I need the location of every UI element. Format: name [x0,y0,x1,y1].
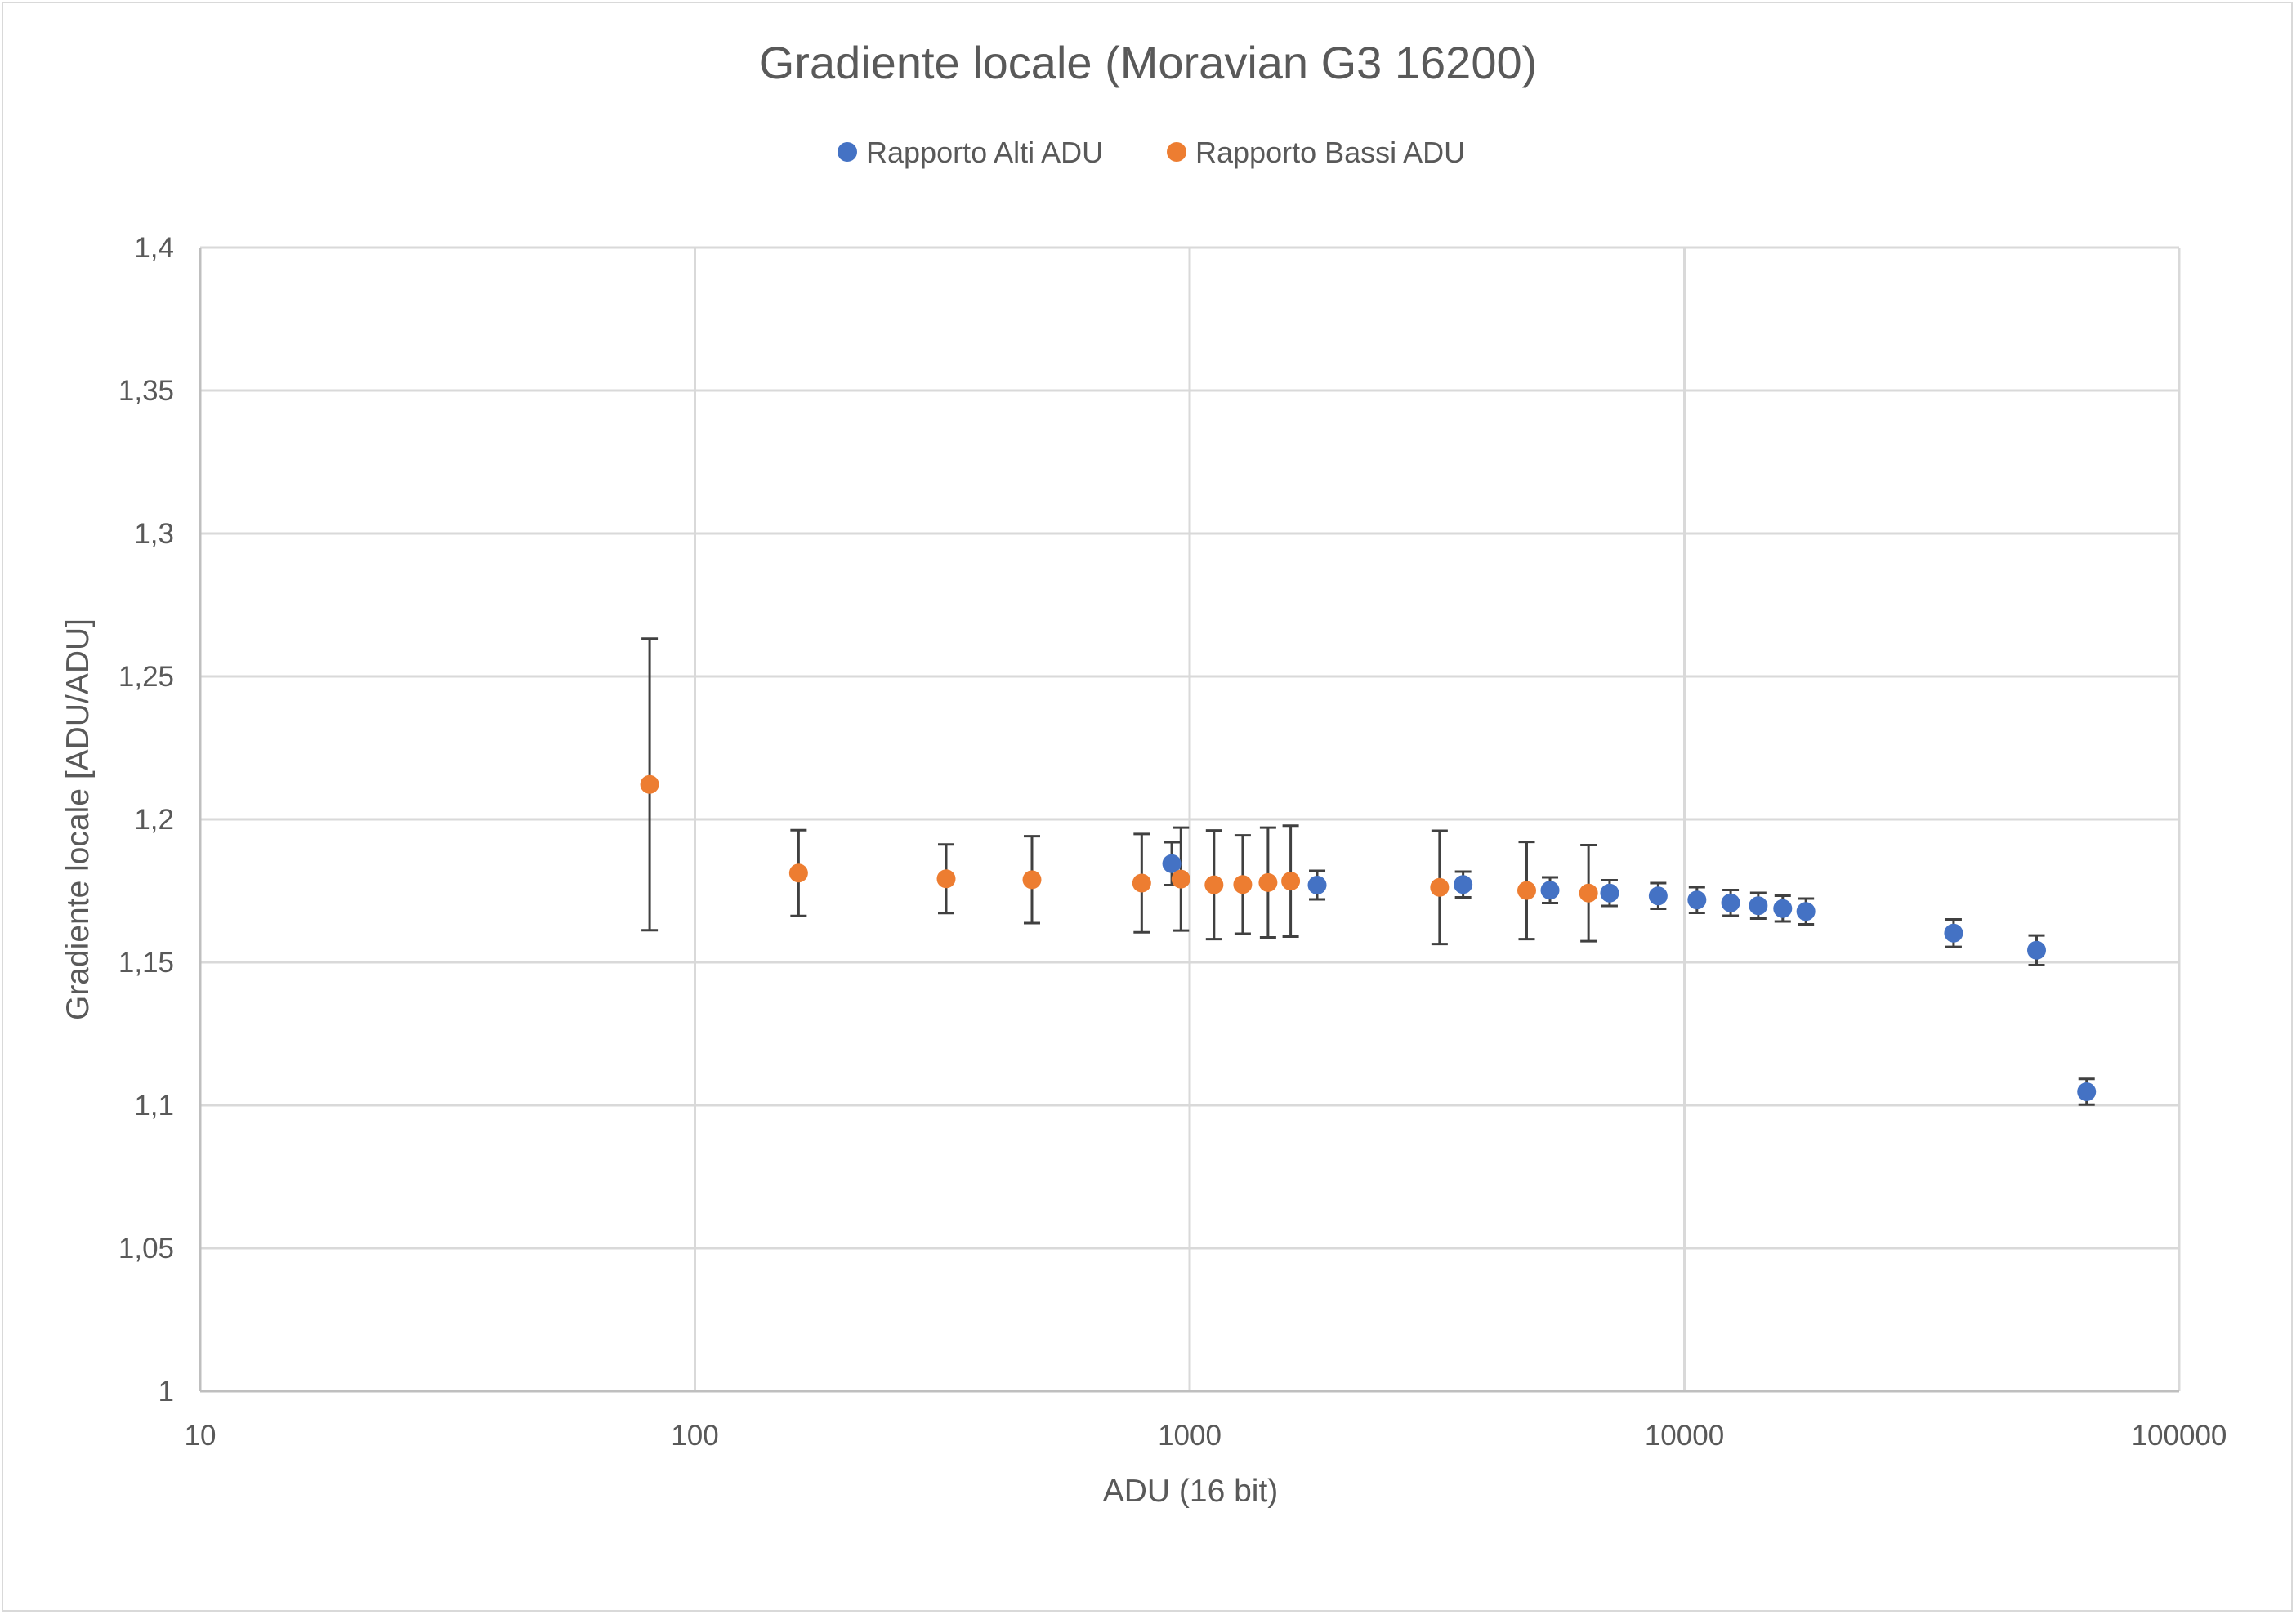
legend-marker-bassi [1167,142,1186,162]
data-point-alti [1749,896,1768,916]
y-axis-label: Gradiente locale [ADU/ADU] [60,618,96,1020]
gridlines [200,246,2181,1391]
x-tick-label: 100000 [2132,1420,2227,1452]
data-point-bassi [1132,873,1151,893]
data-point-bassi [1258,872,1278,892]
y-tick-label: 1 [159,1376,174,1408]
data-point-alti [1540,881,1560,900]
legend-marker-alti [838,142,857,162]
data-point-bassi [1233,875,1253,894]
legend-label-alti: Rapporto Alti ADU [866,136,1103,169]
y-tick-label: 1,4 [134,232,174,264]
data-point-bassi [788,863,808,883]
legend: Rapporto Alti ADU Rapporto Bassi ADU [838,136,1465,169]
data-point-bassi [1281,872,1301,891]
x-tick-label: 10000 [1645,1420,1724,1452]
data-point-alti [2026,940,2046,960]
y-tick-labels: 1 1,05 1,1 1,15 1,2 1,25 1,3 1,35 1,4 [118,232,174,1408]
y-tick-label: 1,2 [134,804,174,836]
data-point-bassi [936,869,956,889]
y-tick-label: 1,35 [118,375,174,407]
chart-title: Gradiente locale (Moravian G3 16200) [759,37,1538,88]
x-tick-label: 10 [185,1420,217,1452]
error-bars [641,637,2095,1106]
y-tick-label: 1,1 [134,1090,174,1122]
x-tick-label: 1000 [1158,1420,1222,1452]
y-tick-label: 1,3 [134,518,174,550]
data-point-bassi [1171,869,1190,889]
y-tick-label: 1,15 [118,947,174,979]
data-point-alti [1944,923,1963,943]
data-point-alti [2077,1082,2097,1102]
data-point-alti [1162,854,1182,873]
data-point-alti [1773,899,1793,918]
axes [199,248,2179,1393]
data-point-bassi [1517,881,1536,900]
data-point-bassi [640,774,659,794]
data-point-alti [1648,886,1668,906]
data-point-alti [1721,893,1740,912]
data-points [640,774,2097,1102]
x-axis-label: ADU (16 bit) [1103,1474,1279,1509]
data-point-bassi [1579,883,1598,903]
data-point-bassi [1022,870,1042,890]
legend-label-bassi: Rapporto Bassi ADU [1195,136,1465,169]
data-point-bassi [1204,875,1224,894]
data-point-bassi [1430,877,1450,897]
data-point-alti [1687,890,1707,910]
data-point-alti [1796,902,1816,921]
y-tick-label: 1,05 [118,1233,174,1265]
data-point-alti [1307,876,1327,894]
x-tick-label: 100 [671,1420,718,1452]
data-point-alti [1454,875,1473,894]
x-tick-labels: 10 100 1000 10000 100000 [185,1420,2227,1452]
data-point-alti [1600,883,1619,903]
y-tick-label: 1,25 [118,661,174,693]
